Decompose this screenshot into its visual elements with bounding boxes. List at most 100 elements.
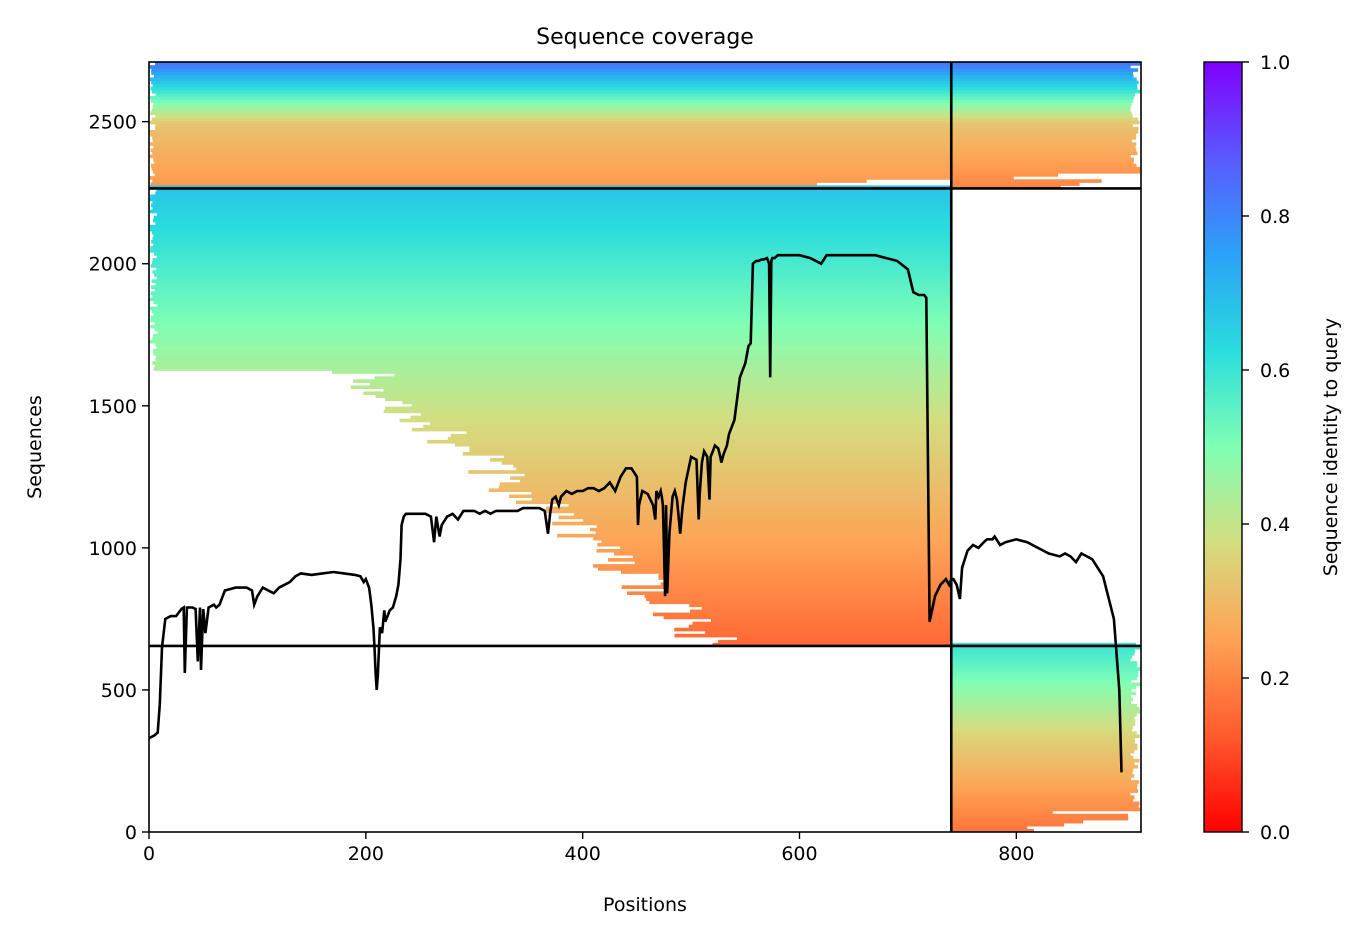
coverage-row <box>951 166 1141 171</box>
coverage-row <box>951 83 1138 88</box>
coverage-row <box>583 518 952 523</box>
coverage-row <box>454 442 952 447</box>
coverage-row <box>498 485 952 489</box>
coverage-row <box>951 71 1134 75</box>
coverage-row <box>153 233 952 238</box>
coverage-row <box>951 148 1137 153</box>
coverage-row <box>154 364 952 368</box>
coverage-row <box>520 479 952 483</box>
coverage-row <box>951 62 1141 66</box>
coverage-row <box>557 533 952 538</box>
coverage-row <box>152 361 952 365</box>
colorbar-tick-label: 1.0 <box>1260 52 1290 74</box>
coverage-row <box>951 722 1136 726</box>
coverage-row <box>154 160 952 165</box>
coverage-row <box>150 148 952 153</box>
coverage-row <box>951 807 1141 812</box>
coverage-row <box>499 482 952 486</box>
coverage-row <box>154 327 952 332</box>
coverage-row <box>951 99 1133 103</box>
coverage-row <box>736 636 952 641</box>
coverage-row <box>156 212 952 217</box>
coverage-row <box>951 758 1140 763</box>
coverage-row <box>951 706 1140 711</box>
coverage-row <box>951 111 1132 116</box>
coverage-row <box>149 249 952 253</box>
coverage-row <box>690 609 952 614</box>
coverage-row <box>951 142 1137 146</box>
coverage-row <box>951 694 1131 699</box>
coverage-row <box>156 188 952 193</box>
colorbar-label: Sequence identity to query <box>1320 318 1342 576</box>
coverage-row <box>152 139 952 143</box>
coverage-row <box>155 92 952 97</box>
coverage-row <box>150 95 952 100</box>
coverage-row <box>951 713 1137 717</box>
coverage-row <box>644 594 952 599</box>
coverage-row <box>152 258 952 262</box>
colorbar-ticks: 0.0 0.2 0.4 0.6 0.8 1.0 <box>1242 52 1290 844</box>
coverage-row <box>634 561 952 565</box>
coverage-row <box>951 731 1137 735</box>
coverage-row <box>153 157 952 162</box>
coverage-row <box>153 145 952 149</box>
coverage-row <box>156 345 952 350</box>
colorbar-tick-label: 0.8 <box>1260 206 1290 228</box>
block-bottom-right <box>951 642 1141 832</box>
coverage-row <box>510 476 952 480</box>
coverage-row <box>374 376 952 380</box>
coverage-row <box>596 548 952 553</box>
coverage-row <box>951 789 1139 793</box>
coverage-row <box>149 339 952 344</box>
coverage-row <box>951 176 1014 180</box>
coverage-row <box>951 129 1139 134</box>
coverage-row <box>660 582 952 586</box>
coverage-row <box>151 71 952 75</box>
coverage-row <box>951 105 1131 109</box>
coverage-row <box>951 703 1137 708</box>
coverage-row <box>153 215 952 220</box>
coverage-row <box>154 173 952 177</box>
coverage-row <box>558 515 952 520</box>
coverage-row <box>951 691 1137 696</box>
coverage-row <box>951 798 1134 803</box>
y-tick-label: 500 <box>101 680 137 702</box>
coverage-row <box>951 108 1131 112</box>
coverage-row <box>402 400 952 405</box>
coverage-row <box>951 673 1139 678</box>
coverage-row <box>951 65 1131 69</box>
coverage-row <box>951 810 1053 815</box>
coverage-row <box>951 145 1136 149</box>
coverage-row <box>552 521 952 526</box>
coverage-row <box>155 191 952 196</box>
coverage-row <box>951 685 1137 690</box>
coverage-row <box>951 688 1132 693</box>
x-tick-label: 400 <box>565 843 601 865</box>
coverage-row <box>597 542 952 547</box>
coverage-row <box>951 652 1135 656</box>
coverage-row <box>951 792 1131 796</box>
coverage-row <box>951 160 1134 165</box>
coverage-row <box>951 664 1138 668</box>
coverage-row <box>152 200 952 205</box>
coverage-row <box>447 436 952 441</box>
coverage-row <box>951 813 1128 818</box>
coverage-row <box>399 418 952 423</box>
coverage-row <box>951 655 1133 659</box>
coverage-row <box>150 182 818 186</box>
coverage-row <box>951 102 1132 106</box>
block-dividers <box>149 62 1141 832</box>
coverage-row <box>151 230 952 235</box>
coverage-row <box>152 349 952 353</box>
coverage-row <box>153 352 952 356</box>
coverage-row <box>951 740 1135 745</box>
coverage-row <box>951 725 1133 729</box>
coverage-row <box>705 630 952 635</box>
coverage-row <box>718 639 952 644</box>
coverage-row <box>151 261 952 265</box>
coverage-row <box>469 445 952 450</box>
coverage-row <box>646 597 952 602</box>
coverage-row <box>951 173 1059 177</box>
coverage-row <box>149 77 952 82</box>
coverage-row <box>151 279 952 283</box>
